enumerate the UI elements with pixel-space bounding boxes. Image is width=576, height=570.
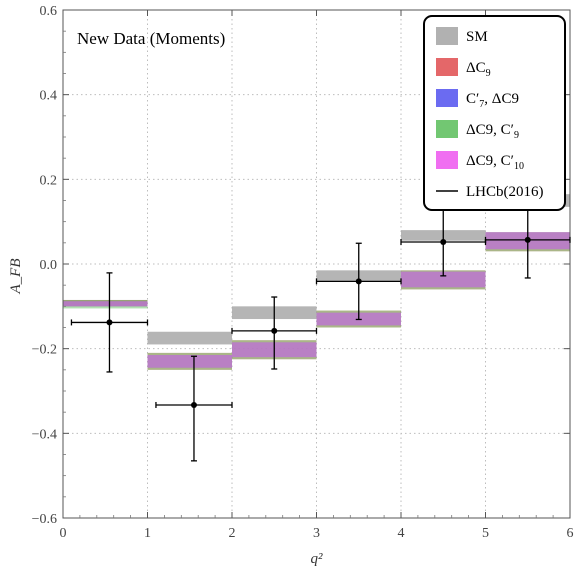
y-tick-label: 0.2 — [40, 173, 58, 188]
band-4-bin-1 — [147, 355, 232, 368]
lhcb-point — [440, 238, 447, 245]
legend-label: LHCb(2016) — [466, 184, 544, 200]
legend-label: SM — [466, 29, 488, 45]
lhcb-point — [355, 278, 362, 285]
x-tick-label: 4 — [398, 526, 405, 541]
band-4-bin-0 — [63, 301, 148, 307]
y-tick-label: 0.6 — [40, 4, 58, 19]
x-tick-label: 2 — [229, 526, 236, 541]
lhcb-error-bars — [70, 201, 571, 462]
band-0-bin-1 — [147, 331, 232, 345]
x-tick-label: 6 — [567, 526, 574, 541]
x-axis-label: q² — [311, 551, 324, 567]
lhcb-point — [190, 401, 197, 408]
legend-label: ΔC9, C′10 — [466, 153, 524, 172]
y-tick-label: −0.2 — [32, 343, 57, 358]
legend-swatch — [436, 27, 458, 45]
legend-swatch — [436, 58, 458, 76]
legend: SM ΔC9 C′7, ΔC9 ΔC9, C′9 ΔC9, C′10 LHCb(2016) — [423, 15, 566, 211]
band-4-bin-4 — [401, 271, 486, 288]
legend-label: ΔC9, C′9 — [466, 122, 519, 141]
legend-swatch — [436, 151, 458, 169]
legend-label: ΔC9 — [466, 60, 491, 79]
chart-annotation: New Data (Moments) — [77, 29, 225, 48]
y-axis-label: A_FB — [8, 259, 24, 295]
y-tick-label: −0.6 — [32, 512, 57, 527]
legend-box — [423, 15, 566, 211]
lhcb-point — [106, 319, 113, 326]
legend-swatch — [436, 120, 458, 138]
x-tick-label: 5 — [482, 526, 489, 541]
y-tick-label: −0.4 — [32, 427, 57, 442]
x-tick-label: 1 — [144, 526, 151, 541]
lhcb-point — [271, 327, 278, 334]
legend-label: C′7, ΔC9 — [466, 91, 519, 110]
legend-swatch — [436, 89, 458, 107]
lhcb-point — [524, 236, 531, 243]
x-tick-label: 3 — [313, 526, 320, 541]
y-tick-label: 0.4 — [40, 89, 58, 104]
x-tick-label: 0 — [60, 526, 67, 541]
y-tick-label: 0.0 — [40, 258, 58, 273]
axis-ticks: 0 1 2 3 4 5 6 −0.6 −0.4 −0.2 0.0 0.2 0.4 0.6 — [32, 4, 574, 541]
